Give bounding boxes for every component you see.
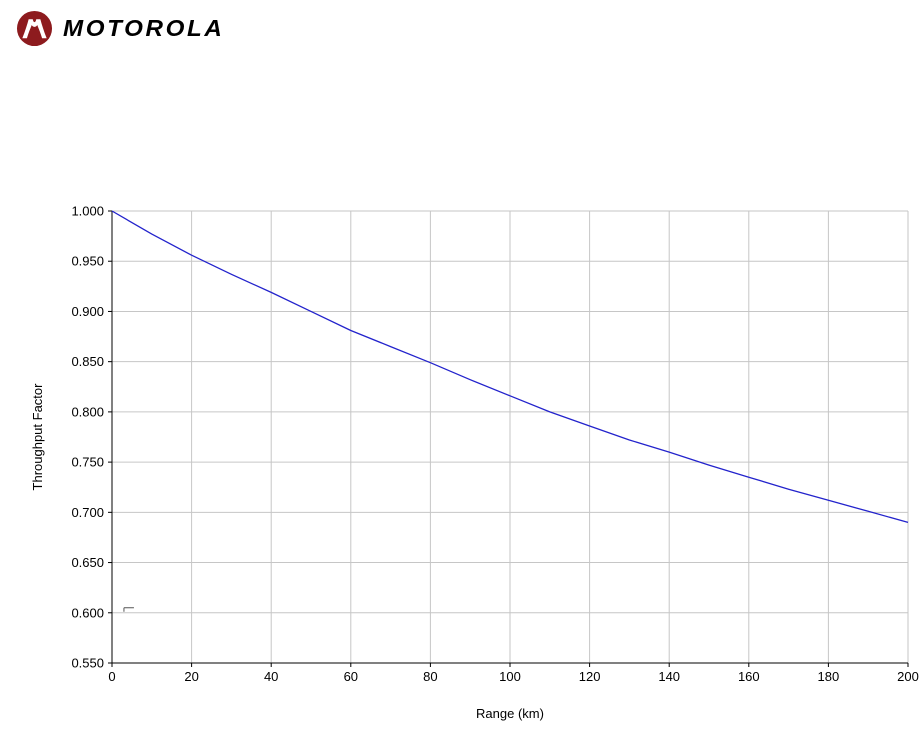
y-tick-label: 0.550 <box>71 656 104 671</box>
x-tick-label: 0 <box>108 669 115 684</box>
motorola-wordmark: MOTOROLA <box>63 14 225 41</box>
x-axis-title: Range (km) <box>476 706 544 721</box>
y-tick-label: 0.700 <box>71 505 104 520</box>
stray-mark <box>123 607 134 612</box>
header: MOTOROLA <box>16 8 222 48</box>
x-tick-label: 80 <box>423 669 437 684</box>
y-tick-label: 0.900 <box>71 304 104 319</box>
motorola-logo-icon <box>16 10 53 46</box>
x-tick-label: 120 <box>579 669 601 684</box>
x-tick-label: 40 <box>264 669 278 684</box>
x-tick-label: 160 <box>738 669 760 684</box>
y-tick-label: 0.950 <box>71 254 104 269</box>
y-tick-label: 0.800 <box>71 404 104 419</box>
throughput-factor-line <box>111 210 909 524</box>
y-tick-label: 0.600 <box>71 605 104 620</box>
y-axis-title: Throughput Factor <box>30 383 45 491</box>
y-tick-label: 0.850 <box>71 354 104 369</box>
y-tick-label: 0.750 <box>71 455 104 470</box>
x-tick-label: 60 <box>344 669 358 684</box>
x-tick-label: 100 <box>499 669 521 684</box>
x-tick-label: 180 <box>818 669 840 684</box>
x-tick-label: 140 <box>658 669 680 684</box>
y-tick-label: 1.000 <box>71 204 104 219</box>
x-tick-label: 200 <box>897 669 919 684</box>
y-tick-label: 0.650 <box>71 555 104 570</box>
x-tick-label: 20 <box>184 669 198 684</box>
